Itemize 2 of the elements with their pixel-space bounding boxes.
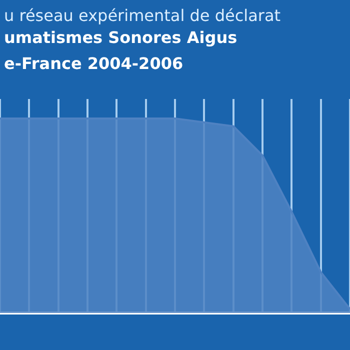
chart-title: u réseau expérimental de déclarat — [4, 6, 282, 25]
chart-subtitle: umatismes Sonores Aigus e-France 2004-2006 — [4, 27, 238, 75]
